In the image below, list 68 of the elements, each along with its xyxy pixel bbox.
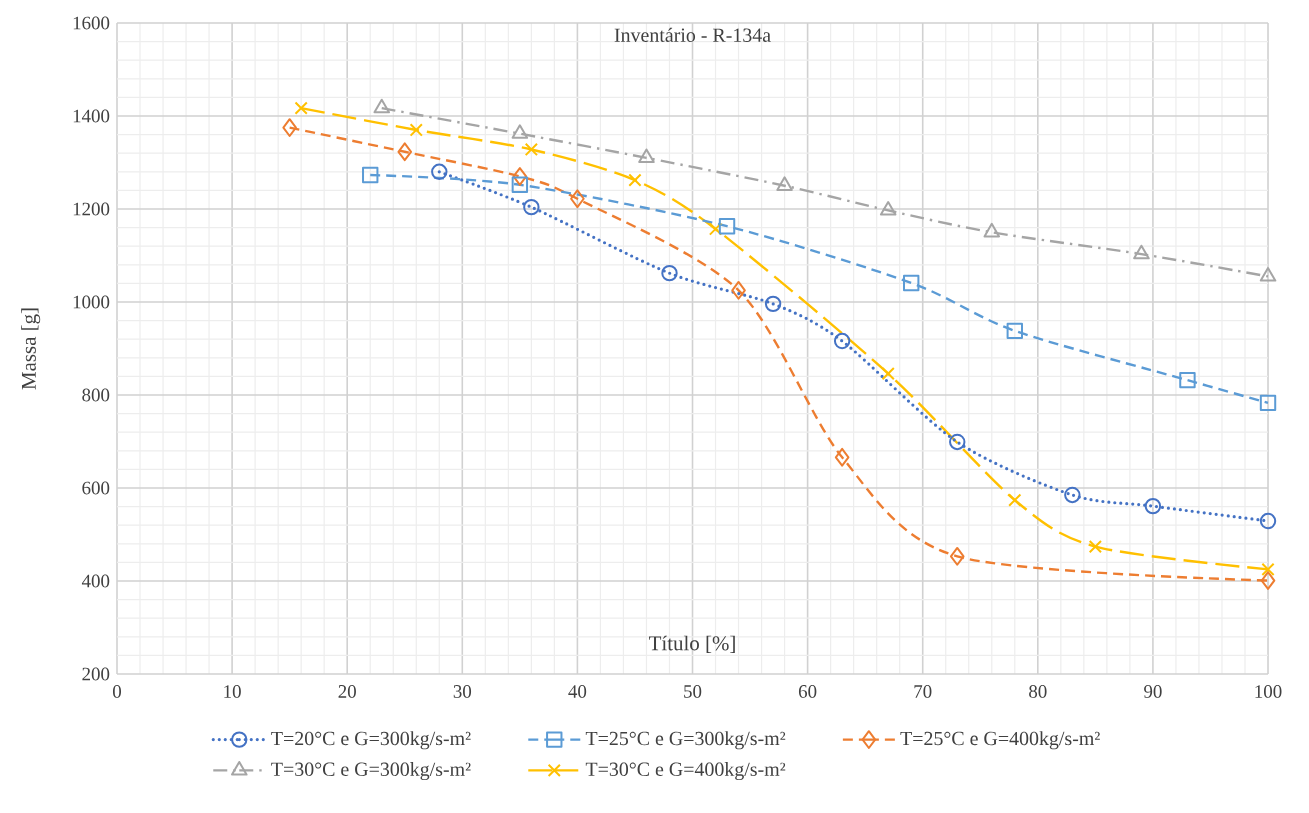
x-tick-label: 100 (1255, 685, 1282, 698)
point (1088, 539, 1103, 554)
y-tick-label: 1200 (73, 202, 110, 216)
point (903, 274, 920, 292)
point (1144, 497, 1162, 515)
point (731, 280, 746, 300)
point (373, 98, 391, 114)
legend-label: T=20°C e G=300kg/s-m² (271, 731, 471, 750)
point (1259, 394, 1277, 412)
legend-label: T=30°C e G=300kg/s-m² (271, 761, 471, 781)
y-tick-label: 1600 (73, 16, 110, 30)
point (523, 198, 540, 216)
legend-label: T=25°C e G=400kg/s-m² (900, 731, 1100, 750)
x-tick-label: 20 (338, 685, 356, 698)
point (570, 189, 585, 209)
point (1064, 486, 1081, 504)
point (708, 222, 723, 236)
x-axis-title: Título [%] (649, 635, 735, 653)
legend-label: T=30°C e G=400kg/s-m² (585, 761, 786, 781)
x-tick-label: 10 (224, 685, 241, 698)
point (881, 366, 895, 381)
y-tick-label: 600 (82, 481, 110, 495)
x-tick-label: 30 (453, 685, 472, 698)
point (397, 142, 413, 162)
point (1008, 493, 1022, 507)
x-tick-label: 80 (1029, 685, 1047, 698)
point (512, 167, 528, 186)
y-tick-label: 1000 (73, 295, 110, 309)
point (1259, 512, 1277, 530)
point (949, 433, 966, 451)
point (879, 200, 897, 216)
point (983, 222, 1001, 238)
point (362, 166, 379, 184)
point (638, 148, 655, 164)
x-tick-label: 50 (684, 685, 702, 698)
x-tick-label: 60 (798, 685, 817, 698)
y-tick-label: 1400 (73, 109, 110, 123)
point (661, 264, 678, 282)
point (524, 142, 539, 157)
point (1260, 571, 1276, 590)
point (1133, 244, 1150, 260)
point (1179, 371, 1196, 389)
point (409, 123, 423, 137)
point (511, 124, 529, 139)
point (718, 218, 736, 235)
x-tick-label: 40 (568, 685, 587, 698)
point (1006, 322, 1023, 340)
y-tick-label: 400 (81, 574, 110, 588)
point (282, 118, 297, 138)
point (628, 173, 642, 187)
chart-title: Inventário - R-134a (614, 27, 771, 42)
point (833, 332, 851, 350)
y-tick-label: 200 (82, 667, 110, 681)
x-tick-label: 90 (1144, 685, 1162, 698)
point (294, 101, 308, 115)
y-tick-label: 800 (82, 388, 110, 402)
point (1261, 562, 1275, 577)
point (431, 163, 448, 180)
x-tick-label: 0 (112, 685, 122, 698)
point (776, 176, 793, 191)
point (1259, 267, 1277, 282)
point (511, 176, 529, 194)
point (834, 447, 850, 467)
y-axis-title: Massa [g] (21, 308, 41, 390)
x-tick-label: 70 (914, 685, 932, 698)
legend-label: T=25°C e G=300kg/s-m² (585, 731, 786, 750)
point (764, 295, 782, 313)
point (949, 546, 965, 566)
